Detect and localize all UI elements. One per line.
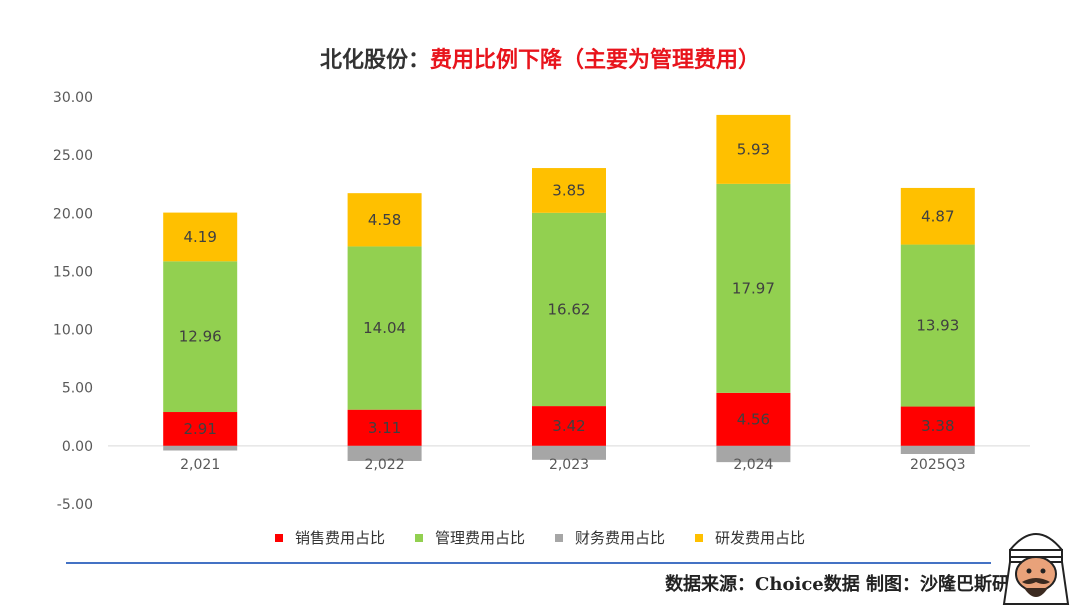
bar-segment-0-1 — [347, 409, 422, 446]
legend-label: 销售费用占比 — [294, 529, 385, 547]
bar-segment-3-1 — [347, 193, 422, 247]
bar-segment-3-2 — [532, 168, 606, 213]
bar-segment-2-1 — [347, 445, 422, 461]
y-tick-label: 30.00 — [53, 90, 93, 106]
bar-segment-2-3 — [716, 445, 791, 463]
data-label: 2.91 — [183, 420, 216, 438]
mascot-avatar-icon — [1002, 533, 1070, 605]
bar-segment-2-4 — [900, 445, 975, 454]
data-label: 17.97 — [732, 279, 775, 297]
bar-segment-1-4 — [900, 244, 975, 407]
data-label: 4.87 — [921, 207, 954, 225]
bar-segment-3-3 — [716, 114, 791, 184]
y-tick-label: 5.00 — [62, 381, 93, 397]
bar-segment-2-0 — [163, 445, 238, 451]
source-note: 数据来源：Choice数据 制图：沙隆巴斯研究 — [665, 574, 1028, 595]
title-headline: 费用比例下降（主要为管理费用） — [430, 47, 761, 73]
x-tick-label: 2025Q3 — [910, 457, 966, 473]
data-label: 14.04 — [363, 319, 406, 337]
bar-segment-1-3 — [716, 183, 791, 393]
legend-item: 财务费用占比 — [555, 527, 665, 548]
y-tick-label: 15.00 — [53, 264, 93, 280]
data-label: 16.62 — [548, 300, 591, 318]
y-tick-label: 10.00 — [53, 323, 93, 339]
legend: 销售费用占比 管理费用占比 财务费用占比 研发费用占比 — [0, 527, 1080, 548]
legend-label: 研发费用占比 — [715, 529, 806, 547]
y-tick-label: 25.00 — [53, 148, 93, 164]
legend-label: 管理费用占比 — [434, 529, 525, 547]
bar-segment-3-0 — [163, 212, 238, 262]
data-label: 3.11 — [368, 419, 401, 437]
bar-segment-0-2 — [532, 406, 606, 446]
legend-swatch — [695, 533, 704, 542]
bar-segment-2-2 — [532, 445, 606, 460]
bar-segment-0-3 — [716, 392, 791, 446]
bar-segment-0-4 — [900, 406, 975, 446]
legend-item: 销售费用占比 — [274, 527, 385, 548]
bar-segment-3-4 — [900, 187, 975, 245]
data-label: 3.38 — [921, 417, 954, 435]
x-tick-label: 2,023 — [549, 457, 589, 473]
bar-segment-1-1 — [347, 246, 422, 410]
x-tick-label: 2,024 — [733, 457, 773, 473]
bar-segment-0-0 — [163, 412, 238, 446]
legend-label: 财务费用占比 — [575, 529, 666, 547]
title-company: 北化股份： — [319, 47, 430, 73]
data-label: 4.58 — [368, 211, 401, 229]
chart-title: 北化股份：费用比例下降（主要为管理费用） — [0, 42, 1080, 74]
legend-swatch — [274, 533, 283, 542]
legend-item: 管理费用占比 — [414, 527, 525, 548]
data-label: 13.93 — [916, 317, 959, 335]
bar-segment-1-2 — [532, 212, 606, 407]
y-tick-label: -5.00 — [57, 497, 93, 513]
y-tick-label: 20.00 — [53, 206, 93, 222]
bar-segment-1-0 — [163, 261, 238, 413]
divider-line — [66, 562, 991, 564]
data-label: 5.93 — [737, 140, 770, 158]
y-tick-label: 0.00 — [62, 439, 93, 455]
data-label: 4.19 — [183, 228, 216, 246]
x-tick-label: 2,022 — [365, 457, 405, 473]
legend-item: 研发费用占比 — [695, 527, 805, 548]
data-label: 3.42 — [552, 417, 585, 435]
x-tick-label: 2,021 — [180, 457, 220, 473]
data-label: 3.85 — [552, 181, 585, 199]
legend-swatch — [414, 533, 423, 542]
legend-swatch — [555, 533, 563, 542]
data-label: 12.96 — [179, 328, 222, 346]
data-label: 4.56 — [737, 410, 770, 428]
